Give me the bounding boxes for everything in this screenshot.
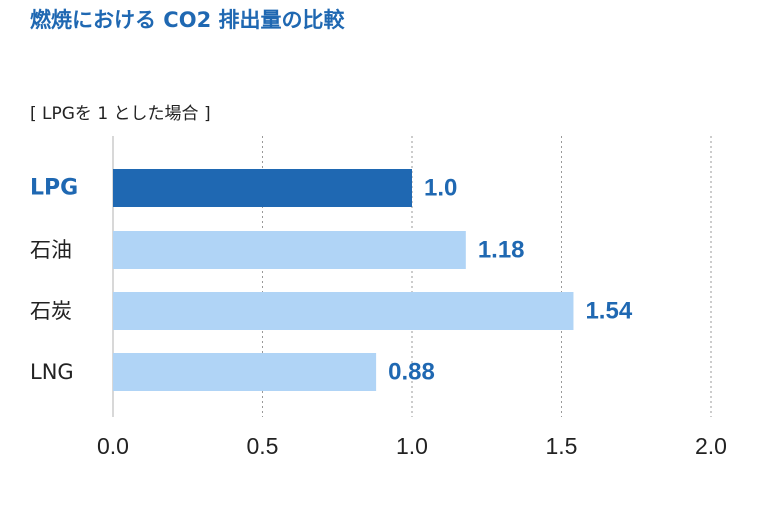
chart-title: 燃焼における CO2 排出量の比較 — [30, 8, 345, 32]
category-label: 石油 — [30, 238, 72, 262]
bar-cat-1 — [113, 231, 466, 269]
category-label: LPG — [30, 176, 78, 201]
value-label: 1.0 — [424, 175, 457, 202]
chart-subtitle: [ LPGを 1 とした場合 ] — [30, 104, 211, 124]
bar-lng — [113, 353, 377, 391]
x-tick-label: 1.0 — [396, 433, 428, 459]
bar-cat-2 — [113, 292, 574, 330]
x-tick-label: 0.0 — [97, 433, 129, 459]
x-tick-label: 1.5 — [546, 433, 578, 459]
value-label: 0.88 — [388, 359, 435, 386]
category-label: LNG — [30, 360, 74, 384]
x-tick-label: 2.0 — [695, 433, 727, 459]
bar-lpg — [113, 169, 412, 207]
x-tick-label: 0.5 — [247, 433, 279, 459]
value-label: 1.54 — [585, 298, 632, 325]
category-label: 石炭 — [30, 299, 72, 323]
value-label: 1.18 — [478, 237, 525, 264]
